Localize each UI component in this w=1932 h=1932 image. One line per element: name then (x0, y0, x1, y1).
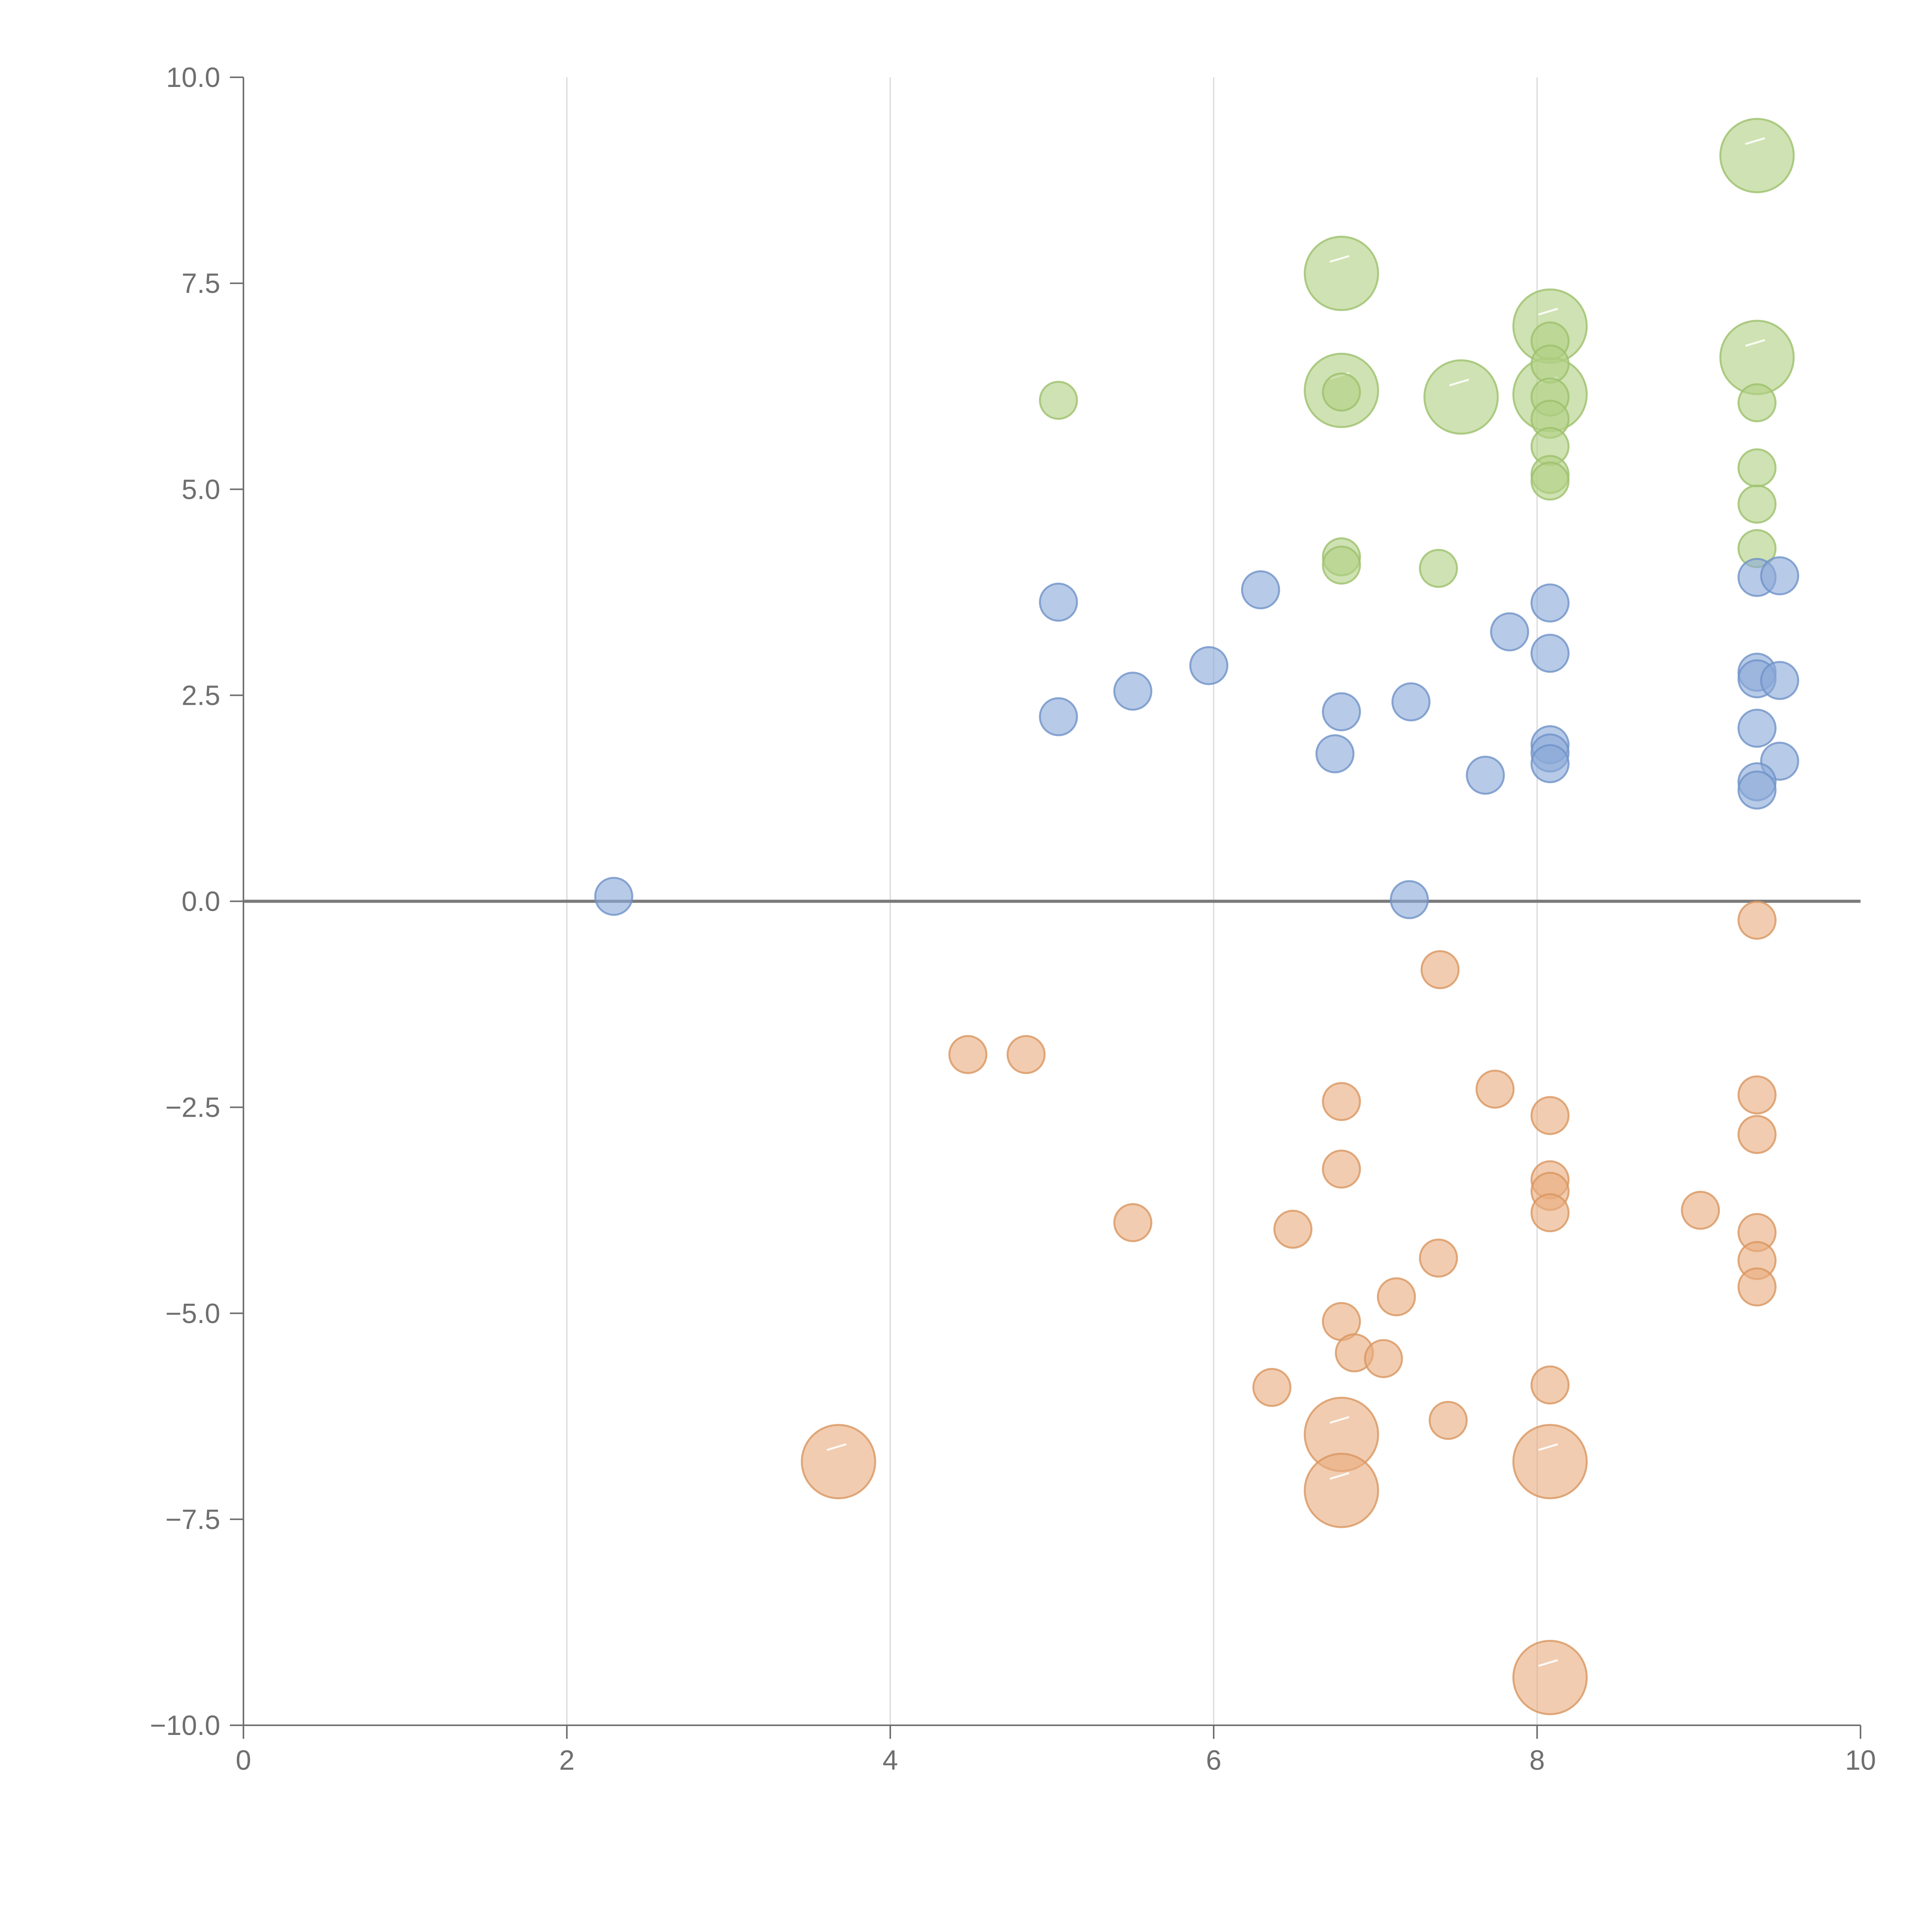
y-tick-label-5: −2.5 (165, 1092, 220, 1123)
bubble-blue-14[interactable] (1039, 697, 1078, 736)
bubble-blue-12[interactable] (1391, 682, 1431, 721)
bubble-orange-2[interactable] (948, 1035, 988, 1074)
bubble-orange-17[interactable] (1419, 1238, 1458, 1278)
x-tick-label-4: 8 (1529, 1745, 1545, 1776)
bubble-green-16[interactable] (1737, 383, 1777, 422)
bubble-orange-1[interactable] (1420, 950, 1460, 989)
bubble-blue-3[interactable] (1039, 582, 1078, 622)
x-tick-label-5: 10 (1845, 1745, 1876, 1776)
bubble-blue-4[interactable] (1530, 583, 1570, 623)
bubble-green-8[interactable] (1530, 344, 1570, 384)
x-tick-label-2: 4 (883, 1745, 898, 1776)
bubble-blue-18[interactable] (1315, 734, 1355, 774)
x-tick-label-3: 6 (1206, 1745, 1221, 1776)
y-tick-label-7: −7.5 (165, 1504, 220, 1535)
bubble-blue-2[interactable] (1241, 570, 1280, 609)
bubble-orange-13[interactable] (1681, 1190, 1720, 1230)
bubble-leader-orange-29 (1538, 1443, 1558, 1451)
bubble-green-13[interactable] (1530, 461, 1570, 501)
bubble-blue-23[interactable] (1737, 770, 1777, 810)
bubble-leader-orange-30 (1329, 1472, 1350, 1480)
bubble-leader-orange-28 (827, 1443, 847, 1451)
bubble-orange-7[interactable] (1530, 1096, 1570, 1135)
bubble-orange-23[interactable] (1364, 1339, 1403, 1378)
bubble-blue-20[interactable] (1530, 744, 1570, 783)
bubble-orange-5[interactable] (1737, 1075, 1777, 1115)
bubble-leader-green-5 (1449, 379, 1469, 386)
bubble-leader-green-0 (1745, 137, 1765, 145)
bubble-blue-24[interactable] (594, 877, 633, 916)
bubble-orange-28[interactable] (801, 1424, 876, 1500)
bubble-blue-21[interactable] (1466, 755, 1505, 795)
bubble-orange-20[interactable] (1377, 1277, 1416, 1316)
x-tick-label-0: 0 (236, 1745, 251, 1776)
bubble-orange-6[interactable] (1322, 1082, 1361, 1121)
bubble-orange-26[interactable] (1429, 1401, 1468, 1440)
bubble-orange-31[interactable] (1512, 1639, 1588, 1715)
series-orange (801, 901, 1777, 1715)
bubble-green-1[interactable] (1304, 236, 1379, 311)
bubble-orange-30[interactable] (1304, 1452, 1379, 1528)
series-blue (594, 556, 1799, 919)
bubble-leader-green-3 (1745, 339, 1765, 347)
bubble-orange-3[interactable] (1007, 1035, 1046, 1074)
bubble-leader-green-2 (1538, 308, 1558, 316)
bubble-blue-25[interactable] (1389, 880, 1429, 919)
y-tick-label-0: 10.0 (166, 62, 220, 93)
y-tick-label-8: −10.0 (150, 1710, 220, 1741)
bubble-blue-11[interactable] (1113, 672, 1153, 711)
bubble-orange-19[interactable] (1737, 1267, 1777, 1307)
y-tick-label-3: 2.5 (182, 680, 220, 711)
bubble-orange-24[interactable] (1530, 1365, 1570, 1405)
y-tick-label-1: 7.5 (182, 268, 220, 299)
bubble-orange-4[interactable] (1475, 1070, 1515, 1109)
bubble-leader-green-1 (1329, 255, 1350, 263)
bubble-green-3[interactable] (1719, 320, 1795, 395)
bubble-orange-8[interactable] (1737, 1115, 1777, 1154)
bubble-orange-0[interactable] (1737, 901, 1777, 940)
bubble-blue-5[interactable] (1490, 612, 1529, 651)
series-green (1039, 118, 1795, 588)
y-tick-label-4: 0.0 (182, 886, 220, 917)
bubble-orange-14[interactable] (1113, 1203, 1153, 1242)
bubble-orange-9[interactable] (1322, 1150, 1361, 1189)
bubble-blue-7[interactable] (1189, 646, 1228, 685)
bubble-blue-1[interactable] (1760, 556, 1799, 595)
x-tick-label-1: 2 (559, 1745, 575, 1776)
bubble-layer (594, 118, 1799, 1715)
bubble-blue-6[interactable] (1530, 634, 1570, 673)
bubble-green-18[interactable] (1737, 485, 1777, 524)
bubble-orange-15[interactable] (1273, 1209, 1313, 1249)
bubble-blue-10[interactable] (1760, 661, 1799, 700)
bubble-green-17[interactable] (1737, 448, 1777, 488)
bubble-orange-25[interactable] (1252, 1368, 1292, 1407)
bubble-leader-orange-27 (1329, 1416, 1350, 1424)
bubble-leader-orange-31 (1538, 1659, 1558, 1667)
bubble-green-14[interactable] (1322, 372, 1361, 412)
bubble-green-15[interactable] (1039, 381, 1078, 420)
bubble-green-22[interactable] (1419, 549, 1458, 588)
bubble-blue-15[interactable] (1737, 709, 1777, 748)
y-tick-label-2: 5.0 (182, 474, 220, 505)
bubble-green-0[interactable] (1719, 118, 1795, 194)
bubble-green-5[interactable] (1423, 359, 1499, 435)
y-tick-label-6: −5.0 (165, 1298, 220, 1329)
axis-layer (230, 77, 1861, 1739)
tick-label-layer: 0 2 4 6 8 10 10.0 7.5 5.0 2.5 0.0 −2.5 −5.0 −7.5 −10.0 (150, 62, 1876, 1776)
bubble-green-21[interactable] (1322, 545, 1361, 585)
bubble-orange-29[interactable] (1512, 1424, 1588, 1500)
bubble-blue-13[interactable] (1322, 692, 1361, 731)
bubble-orange-12[interactable] (1530, 1193, 1570, 1233)
